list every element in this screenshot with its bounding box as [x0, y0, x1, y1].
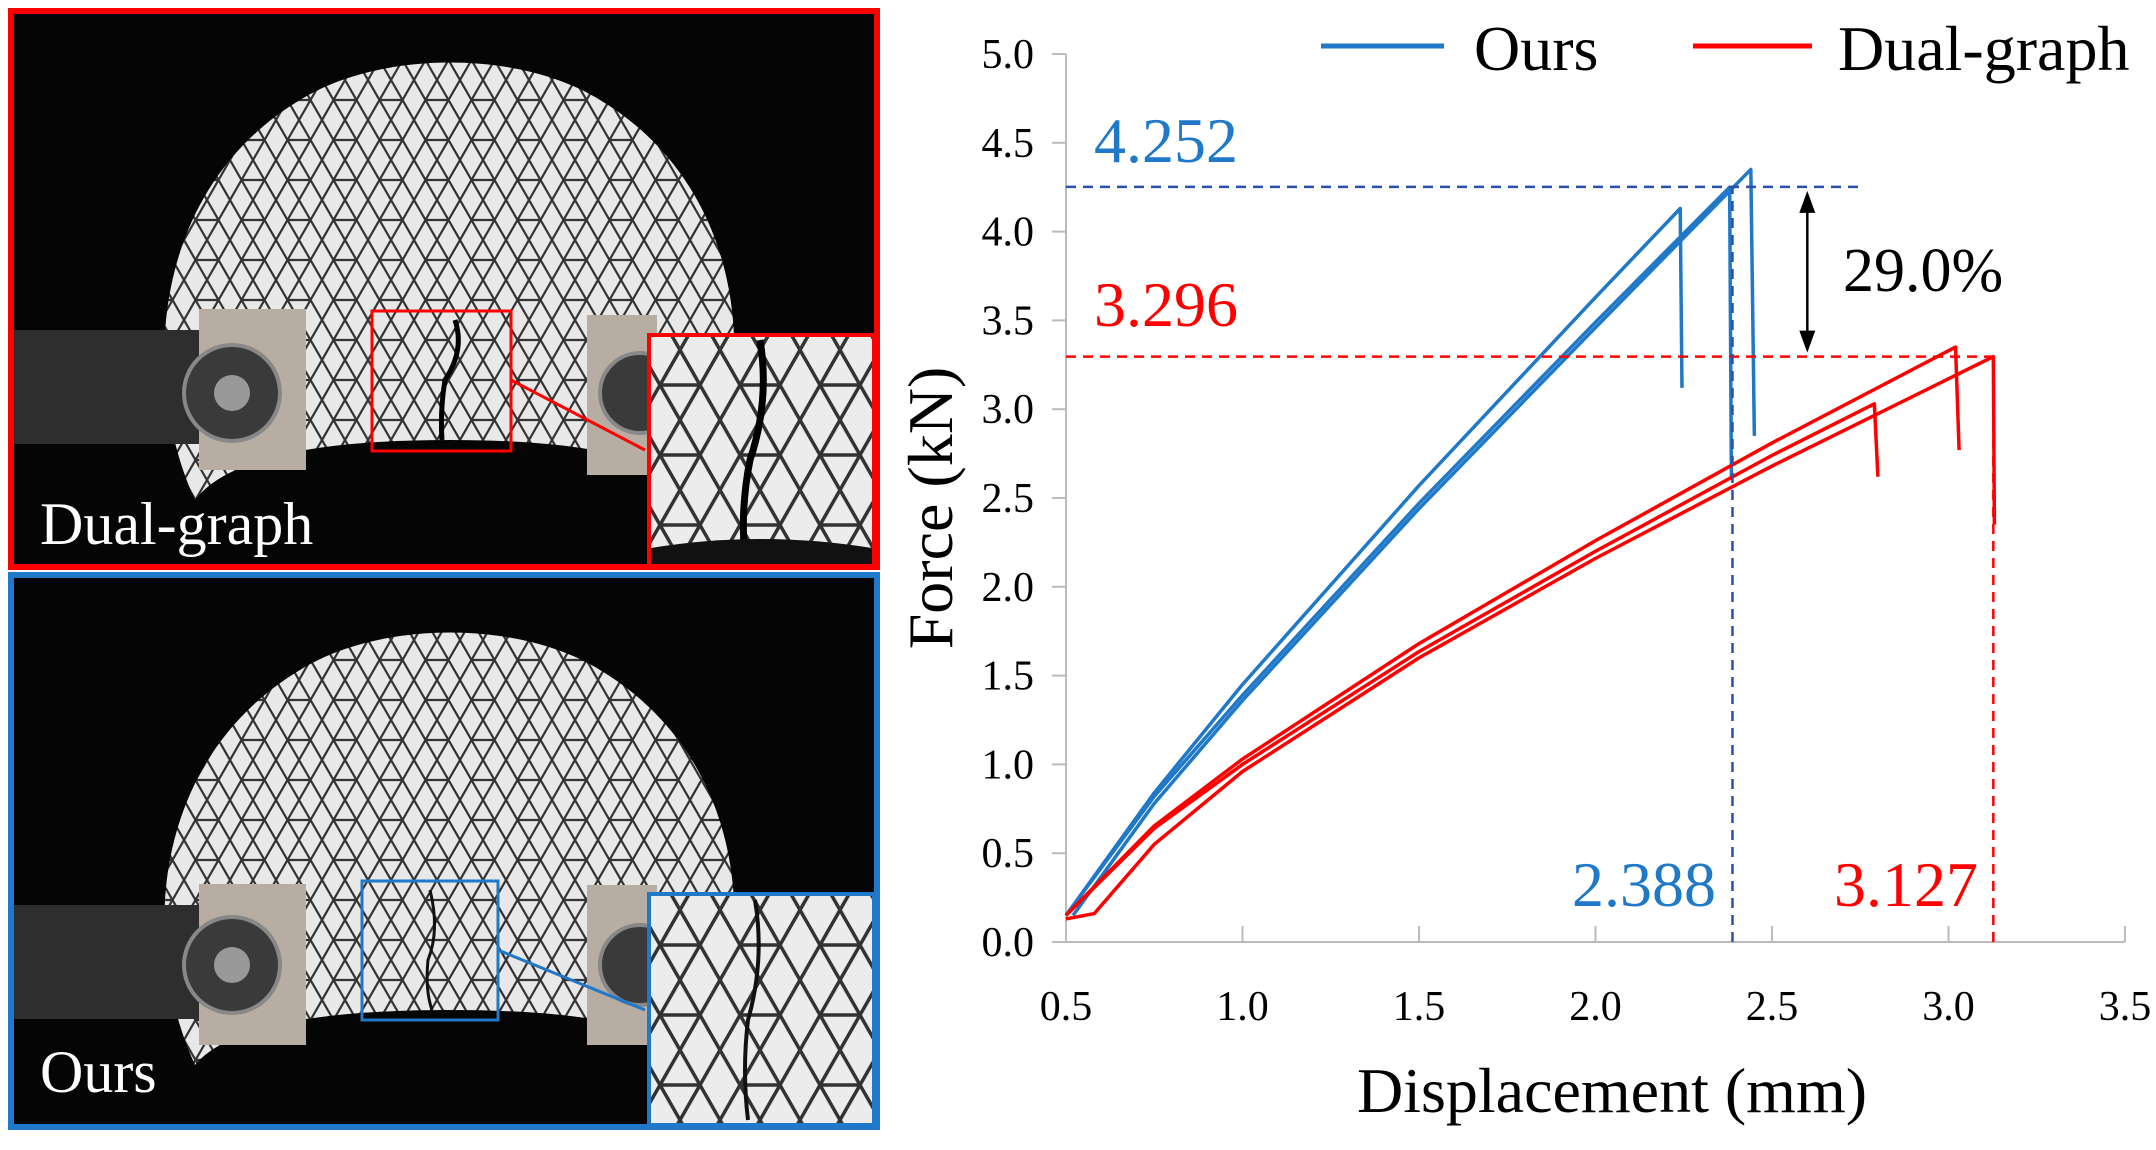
y-tick-label: 4.0 [982, 210, 1035, 256]
photo-panel-dual-graph: Dual-graph [8, 8, 880, 570]
curve-dual-graph [1065, 354, 1997, 921]
arrow-head-up [1799, 190, 1816, 213]
x-tick-label: 1.0 [1216, 984, 1269, 1030]
y-tick-label: 2.0 [982, 565, 1035, 611]
disp-label-dual-graph: 3.127 [1834, 849, 1978, 920]
legend-label-ours: Ours [1474, 13, 1598, 84]
y-tick-label: 0.5 [982, 831, 1035, 877]
peak-label-dual-graph: 3.296 [1094, 269, 1238, 340]
peak-label-ours: 4.252 [1094, 105, 1238, 176]
legend-label-dual-graph: Dual-graph [1838, 13, 2129, 84]
y-tick-label: 1.0 [982, 742, 1035, 788]
y-tick-label: 3.5 [982, 298, 1035, 344]
panel-label-dual-graph: Dual-graph [40, 491, 313, 557]
curve-dual-graph [1064, 345, 1961, 917]
photo-panel-ours: Ours [8, 572, 880, 1130]
x-axis-title: Displacement (mm) [1357, 1055, 1867, 1126]
y-tick-label: 4.5 [982, 121, 1035, 167]
x-tick-label: 3.5 [2099, 984, 2152, 1030]
crack [425, 889, 437, 1011]
y-tick-label: 0.0 [982, 920, 1035, 966]
panel-border-red [8, 8, 880, 570]
force-displacement-chart: 0.00.51.01.52.02.53.03.54.04.55.00.5 1.0 1… [895, 13, 2151, 1126]
x-tick-label: 3.0 [1922, 984, 1975, 1030]
x-tick-label: 2.5 [1746, 984, 1799, 1030]
y-tick-label: 2.5 [982, 476, 1035, 522]
disp-label-ours: 2.388 [1572, 849, 1716, 920]
legend: Ours Dual-graph [1321, 13, 2129, 84]
zoom-inset [647, 892, 876, 1127]
curve-ours [1064, 206, 1684, 917]
curve-dual-graph [1064, 402, 1880, 917]
crack [438, 319, 461, 441]
x-tick-label: 1.5 [1393, 984, 1446, 1030]
improvement-label: 29.0% [1843, 237, 2003, 305]
panel-border-blue [8, 572, 880, 1130]
x-tick-label: 2.0 [1569, 984, 1622, 1030]
x-tick-label: 0.5 [1040, 984, 1093, 1030]
panel-label-ours: Ours [40, 1039, 157, 1105]
y-tick-label: 5.0 [982, 32, 1035, 78]
arrow-head-down [1799, 330, 1816, 353]
curve-ours [1071, 167, 1757, 917]
y-tick-label: 1.5 [982, 654, 1035, 700]
y-tick-label: 3.0 [982, 387, 1035, 433]
y-axis-title: Force (kN) [895, 367, 966, 650]
